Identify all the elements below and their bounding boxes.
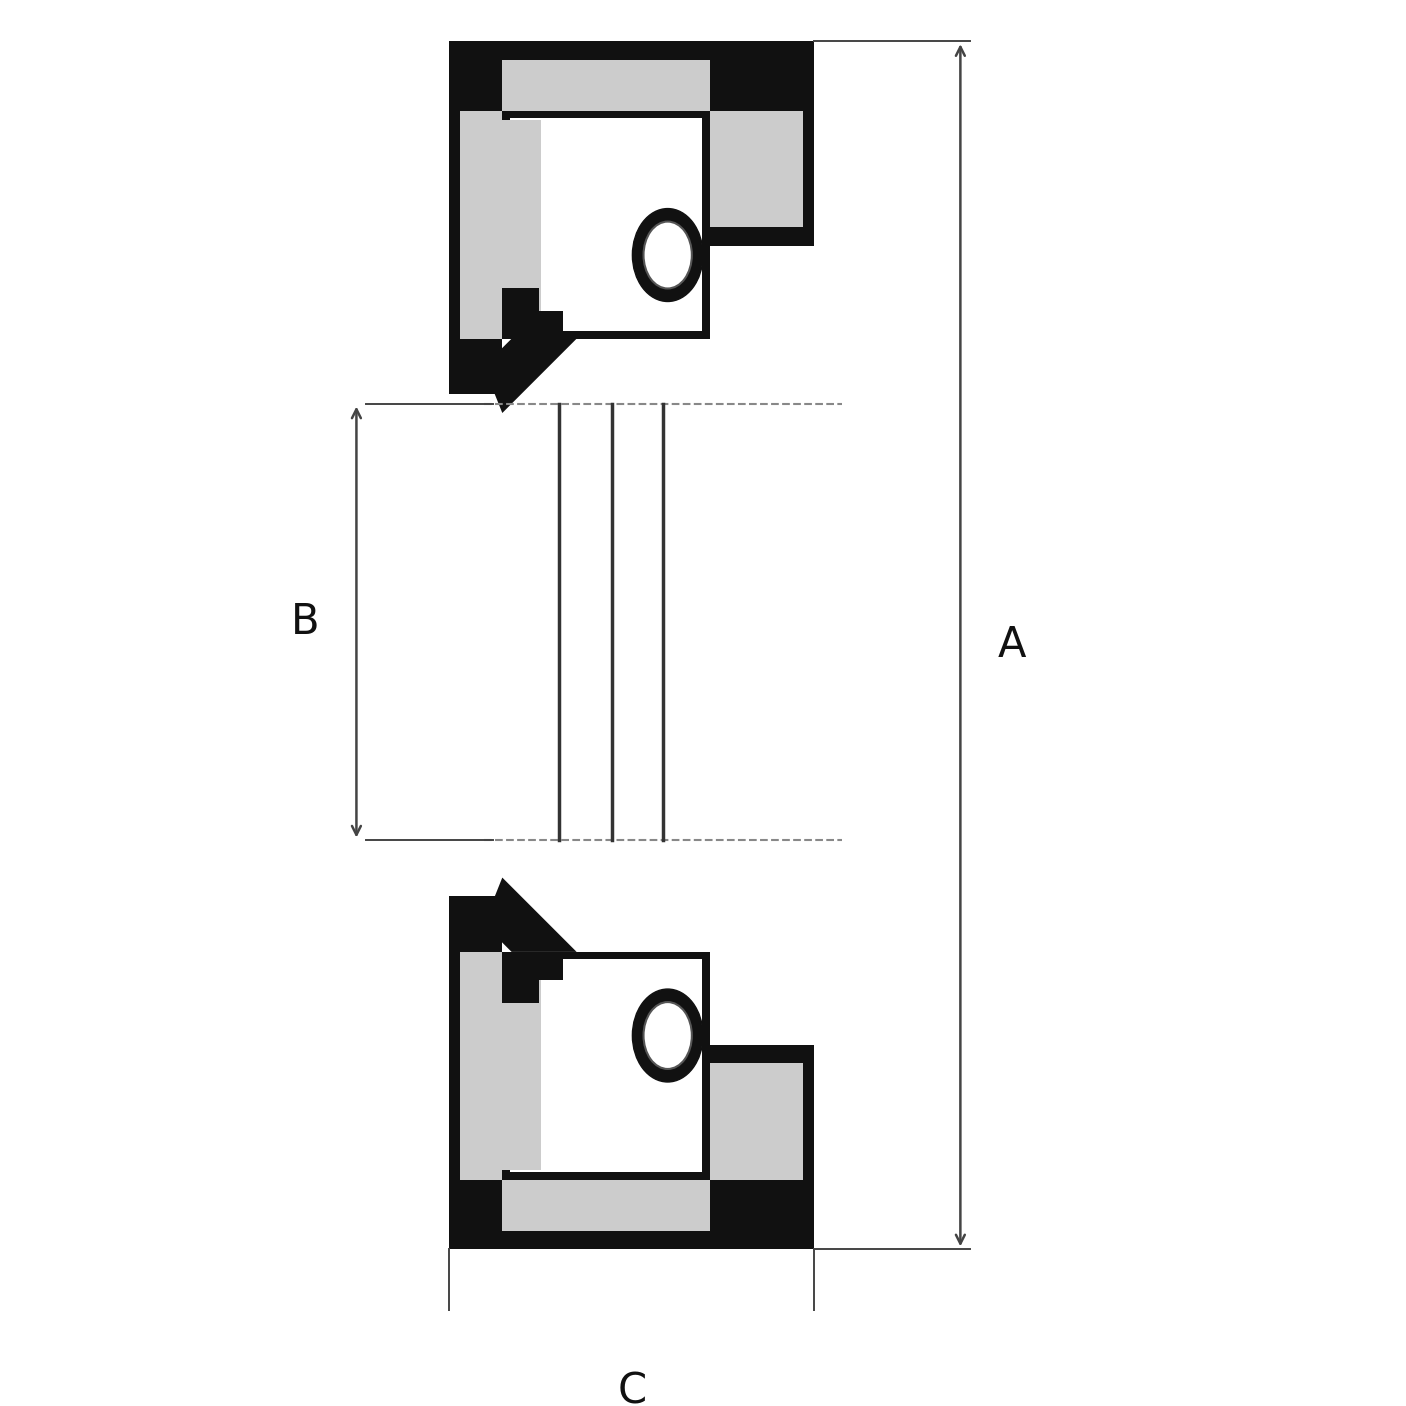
Text: C: C (617, 1369, 647, 1406)
Polygon shape (710, 41, 814, 246)
Ellipse shape (644, 1002, 692, 1069)
Polygon shape (502, 111, 710, 339)
Polygon shape (484, 339, 576, 413)
Polygon shape (450, 41, 814, 111)
Ellipse shape (633, 988, 703, 1083)
Polygon shape (502, 121, 541, 311)
Text: B: B (291, 600, 319, 643)
Polygon shape (461, 1180, 740, 1230)
Polygon shape (710, 1063, 803, 1180)
Polygon shape (710, 1045, 814, 1249)
Ellipse shape (633, 208, 703, 301)
Polygon shape (502, 952, 710, 1180)
Polygon shape (502, 980, 541, 1170)
Polygon shape (502, 952, 562, 1002)
Polygon shape (450, 1180, 814, 1249)
Text: A: A (997, 624, 1026, 666)
Polygon shape (484, 877, 576, 952)
Polygon shape (710, 111, 803, 228)
Polygon shape (510, 118, 702, 332)
Polygon shape (461, 952, 502, 1180)
Polygon shape (510, 959, 702, 1173)
Ellipse shape (644, 222, 692, 288)
Polygon shape (450, 41, 502, 395)
Polygon shape (450, 896, 502, 1249)
Polygon shape (502, 288, 562, 339)
Polygon shape (461, 60, 740, 111)
Polygon shape (461, 111, 502, 339)
